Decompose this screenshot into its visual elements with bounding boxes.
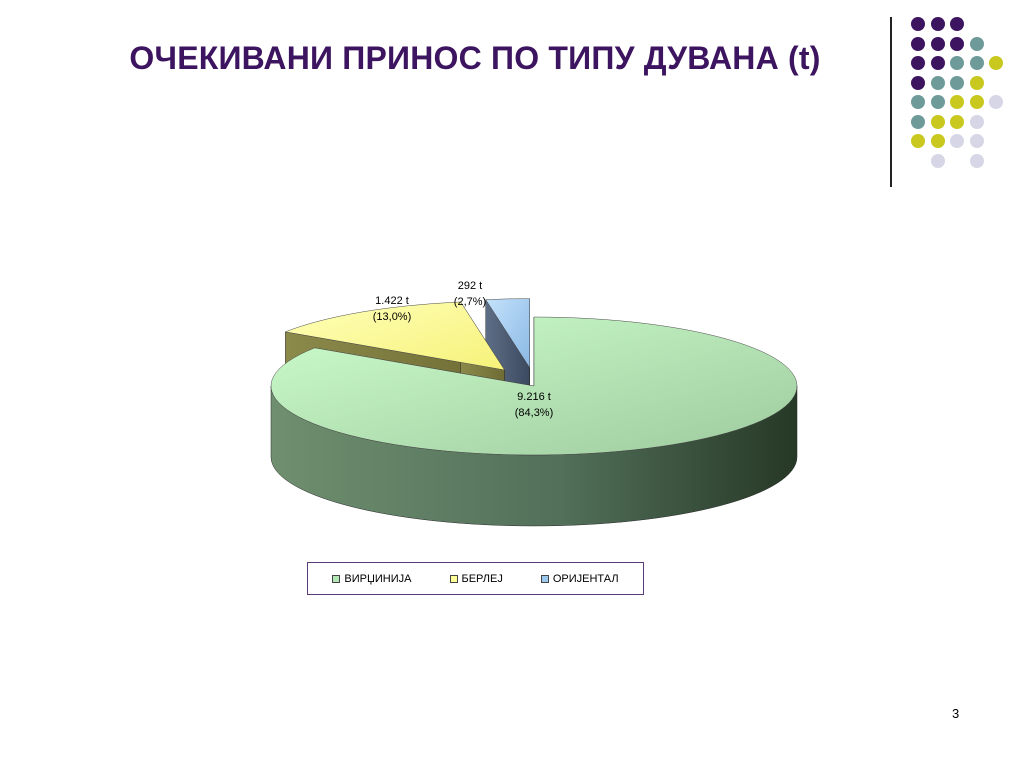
legend-swatch-burley [449, 574, 458, 583]
vertical-divider [890, 17, 892, 187]
legend-label-virginia: ВИРЏИНИЈА [344, 572, 412, 585]
decorative-dot [930, 56, 945, 70]
pie-slice-virginia [270, 316, 798, 527]
decorative-dot [950, 95, 964, 109]
decorative-dot [930, 36, 945, 51]
data-label-percent-oriental: (2,7%) [454, 296, 486, 308]
decorative-dot-pattern [0, 0, 1024, 170]
decorative-dot [911, 95, 925, 109]
decorative-dot [969, 75, 984, 90]
legend-item-virginia: ВИРЏИНИЈА [332, 572, 412, 585]
decorative-dot [930, 17, 945, 31]
legend-label-burley: БЕРЛЕЈ [461, 572, 503, 585]
legend-item-burley: БЕРЛЕЈ [449, 572, 503, 585]
legend-swatch-virginia [332, 574, 341, 583]
page-number: 3 [952, 706, 960, 721]
decorative-dot [930, 75, 945, 90]
decorative-dot [989, 56, 1003, 70]
decorative-dot [969, 153, 984, 168]
legend-swatch-oriental [540, 574, 549, 583]
pie-slice-top-virginia [270, 316, 798, 456]
decorative-dot [950, 17, 964, 31]
decorative-dot [950, 56, 964, 70]
data-label-value-oriental: 292 t [458, 280, 482, 292]
decorative-dot [911, 134, 925, 148]
data-label-value-burley: 1.422 t [375, 295, 409, 307]
decorative-dot [969, 95, 984, 109]
decorative-dot [911, 17, 925, 31]
decorative-dot [969, 56, 984, 70]
decorative-dot [969, 134, 984, 148]
legend-label-oriental: ОРИЈЕНТАЛ [552, 572, 619, 585]
data-label-value-virginia: 9.216 t [517, 391, 551, 403]
pie-slice-top-oriental [485, 298, 530, 369]
decorative-dot [950, 75, 964, 90]
pie-slice-top-burley [284, 301, 506, 371]
decorative-dot [911, 114, 925, 129]
decorative-dot [930, 95, 945, 109]
decorative-dot [969, 36, 984, 51]
decorative-dot [930, 153, 945, 168]
data-label-percent-burley: (13,0%) [373, 311, 412, 323]
slide-title: ОЧЕКИВАНИ ПРИНОС ПО ТИПУ ДУВАНА (t) [129, 40, 821, 76]
decorative-dot [950, 114, 964, 129]
decorative-dot [950, 134, 964, 148]
decorative-dot [911, 56, 925, 70]
decorative-dot [911, 36, 925, 51]
decorative-dot [930, 134, 945, 148]
data-label-percent-virginia: (84,3%) [515, 407, 554, 419]
decorative-dot [950, 36, 964, 51]
decorative-dot [969, 114, 984, 129]
legend-item-oriental: ОРИЈЕНТАЛ [540, 572, 619, 585]
decorative-dot [911, 75, 925, 90]
decorative-dot [989, 95, 1003, 109]
chart-legend: ВИРЏИНИЈА БЕРЛЕЈ ОРИЈЕНТАЛ [307, 562, 644, 595]
decorative-dot [930, 114, 945, 129]
